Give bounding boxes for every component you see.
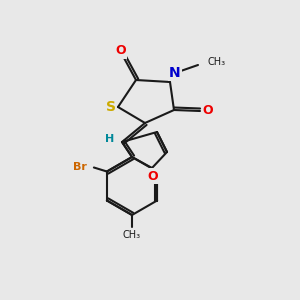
- Text: O: O: [116, 44, 126, 58]
- Text: CH₃: CH₃: [123, 230, 141, 240]
- Text: H: H: [105, 134, 115, 144]
- Text: O: O: [203, 104, 213, 118]
- Text: CH₃: CH₃: [207, 57, 225, 67]
- Text: Br: Br: [73, 163, 87, 172]
- Text: S: S: [106, 100, 116, 114]
- Text: O: O: [148, 169, 158, 182]
- Text: N: N: [169, 66, 181, 80]
